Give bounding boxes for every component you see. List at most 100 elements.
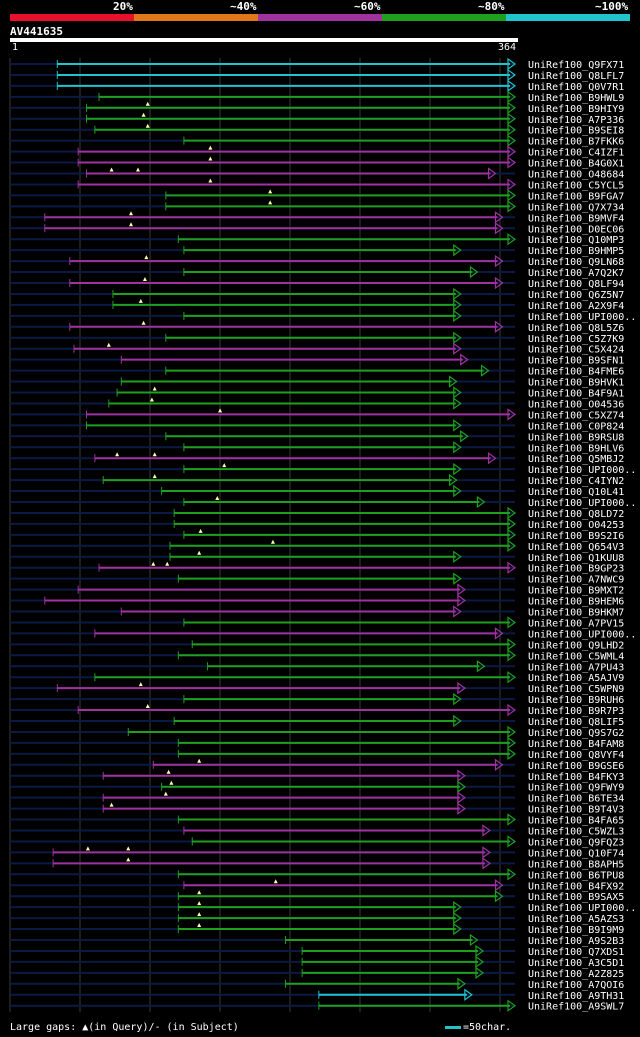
hit-label: UniRef100_B9S2I6 bbox=[528, 531, 624, 542]
legend-bar-3 bbox=[258, 14, 382, 21]
legend-bar-1 bbox=[10, 14, 134, 21]
hit-row: UniRef100_A9SWL7 bbox=[10, 999, 624, 1013]
hit-label: UniRef100_B8APH5 bbox=[528, 859, 624, 870]
hit-label: UniRef100_B9HEM6 bbox=[528, 597, 624, 608]
hit-label: UniRef100_A9S2B3 bbox=[528, 936, 624, 947]
hit-arrow bbox=[453, 298, 462, 312]
hit-label: UniRef100_Q9FX71 bbox=[528, 60, 624, 71]
hit-arrow bbox=[453, 572, 462, 585]
query-gap-marker bbox=[149, 397, 154, 402]
hit-row: UniRef100_Q10L41 bbox=[10, 484, 624, 498]
hit-row: UniRef100_UPI000.. bbox=[10, 900, 636, 914]
hit-row: UniRef100_B9FGA7 bbox=[10, 189, 624, 202]
hit-row: UniRef100_B9HKM7 bbox=[10, 605, 624, 619]
hit-label: UniRef100_B9FGA7 bbox=[528, 191, 624, 202]
hit-row: UniRef100_UPI000.. bbox=[10, 495, 636, 509]
scale-bar bbox=[445, 1025, 461, 1029]
hit-arrow bbox=[494, 879, 504, 892]
query-gap-marker bbox=[270, 539, 275, 544]
hit-arrow bbox=[453, 342, 462, 355]
query-id: AV441635 bbox=[10, 25, 63, 38]
hit-arrow bbox=[507, 156, 517, 169]
legend-label-1: 20% bbox=[113, 0, 133, 13]
hit-label: UniRef100_B9MXT2 bbox=[528, 586, 624, 597]
hit-arrow bbox=[494, 627, 504, 640]
hit-label: UniRef100_B9SEI8 bbox=[528, 126, 624, 137]
hit-row: UniRef100_C4IZF1 bbox=[10, 145, 624, 159]
hit-arrow bbox=[507, 703, 517, 717]
hit-arrow bbox=[453, 462, 462, 476]
hit-label: UniRef100_B9GP23 bbox=[528, 564, 624, 575]
hit-label: UniRef100_A7PU43 bbox=[528, 662, 624, 673]
hit-label: UniRef100_Q8LD72 bbox=[528, 509, 624, 520]
hit-label: UniRef100_B9HMP5 bbox=[528, 246, 624, 257]
hit-row: UniRef100_B9SFN1 bbox=[10, 353, 624, 367]
hit-row: UniRef100_A9TH31 bbox=[10, 988, 624, 1002]
hit-row: UniRef100_A5AZS3 bbox=[10, 911, 624, 925]
hit-arrow bbox=[507, 112, 517, 125]
hit-row: UniRef100_C4IYN2 bbox=[10, 473, 624, 487]
query-gap-marker bbox=[218, 408, 223, 413]
query-gap-marker bbox=[268, 200, 273, 205]
hit-label: UniRef100_O04536 bbox=[528, 399, 624, 410]
legend-label-2: ~40% bbox=[230, 0, 257, 13]
hit-row: UniRef100_B9MXT2 bbox=[10, 583, 624, 597]
hit-arrow bbox=[464, 988, 473, 1001]
hit-arrow bbox=[507, 813, 517, 826]
hit-label: UniRef100_C5WZL3 bbox=[528, 827, 624, 838]
legend-bar-5 bbox=[506, 14, 630, 21]
hit-row: UniRef100_C5X424 bbox=[10, 342, 624, 356]
hit-row: UniRef100_B9HLV6 bbox=[10, 441, 624, 454]
hit-label: UniRef100_B4G0X1 bbox=[528, 159, 624, 170]
query-gap-marker bbox=[106, 342, 111, 347]
hit-label: UniRef100_Q9LN68 bbox=[528, 257, 624, 268]
hit-row: UniRef100_Q8L5Z6 bbox=[10, 320, 624, 334]
hit-row: UniRef100_UPI000.. bbox=[10, 309, 636, 323]
hit-label: UniRef100_Q9LHD2 bbox=[528, 640, 624, 651]
hit-label: UniRef100_B4FX92 bbox=[528, 881, 624, 892]
hit-label: UniRef100_UPI000.. bbox=[528, 629, 636, 640]
query-gap-marker bbox=[268, 189, 273, 194]
hit-row: UniRef100_Q8LD72 bbox=[10, 506, 624, 520]
hit-label: UniRef100_A9SWL7 bbox=[528, 1002, 624, 1013]
hit-label: UniRef100_C4IYN2 bbox=[528, 476, 624, 487]
hit-arrow bbox=[475, 955, 485, 969]
hit-label: UniRef100_Q1KUU8 bbox=[528, 553, 624, 564]
hit-arrow bbox=[494, 254, 504, 268]
hit-label: UniRef100_UPI000.. bbox=[528, 312, 636, 323]
hit-arrow bbox=[507, 868, 517, 881]
hit-arrow bbox=[453, 484, 462, 498]
hit-label: UniRef100_Q5MBJ2 bbox=[528, 454, 624, 465]
query-gap-marker bbox=[197, 912, 202, 917]
hit-label: UniRef100_UPI000.. bbox=[528, 465, 636, 476]
hit-row: UniRef100_C5XZ74 bbox=[10, 408, 624, 421]
hit-arrow bbox=[507, 638, 517, 651]
hit-row: UniRef100_B9SEI8 bbox=[10, 123, 624, 137]
hit-label: UniRef100_D0EC06 bbox=[528, 224, 624, 235]
hit-label: UniRef100_C5Z7K9 bbox=[528, 334, 624, 345]
hit-label: UniRef100_Q9S7G2 bbox=[528, 728, 624, 739]
hit-row: UniRef100_B4FKY3 bbox=[10, 769, 624, 783]
hit-row: UniRef100_Q9FWY9 bbox=[10, 780, 624, 794]
hit-row: UniRef100_Q10MP3 bbox=[10, 233, 624, 246]
hit-label: UniRef100_A3C5D1 bbox=[528, 958, 624, 969]
hit-arrow bbox=[457, 681, 466, 695]
hit-label: UniRef100_B4FAM8 bbox=[528, 739, 624, 750]
hit-row: UniRef100_B9HIY9 bbox=[10, 101, 624, 115]
hit-row: UniRef100_C0P824 bbox=[10, 419, 624, 432]
hit-arrow bbox=[507, 68, 517, 82]
hit-row: UniRef100_A7PV15 bbox=[10, 616, 624, 629]
hit-label: UniRef100_C4IZF1 bbox=[528, 148, 624, 159]
hit-label: UniRef100_A9TH31 bbox=[528, 991, 624, 1002]
hit-label: UniRef100_B9RSU8 bbox=[528, 432, 624, 443]
hit-arrow bbox=[457, 802, 466, 815]
query-gap-marker bbox=[126, 846, 131, 851]
hit-arrow bbox=[453, 911, 462, 925]
query-gap-marker bbox=[208, 156, 213, 161]
hit-row: UniRef100_B9HEM6 bbox=[10, 594, 624, 608]
query-gap-marker bbox=[129, 211, 134, 216]
hit-arrow bbox=[507, 736, 517, 750]
hit-row: UniRef100_C5Z7K9 bbox=[10, 331, 624, 345]
identity-legend: 20% ~40% ~60% ~80% ~100% bbox=[0, 0, 640, 22]
